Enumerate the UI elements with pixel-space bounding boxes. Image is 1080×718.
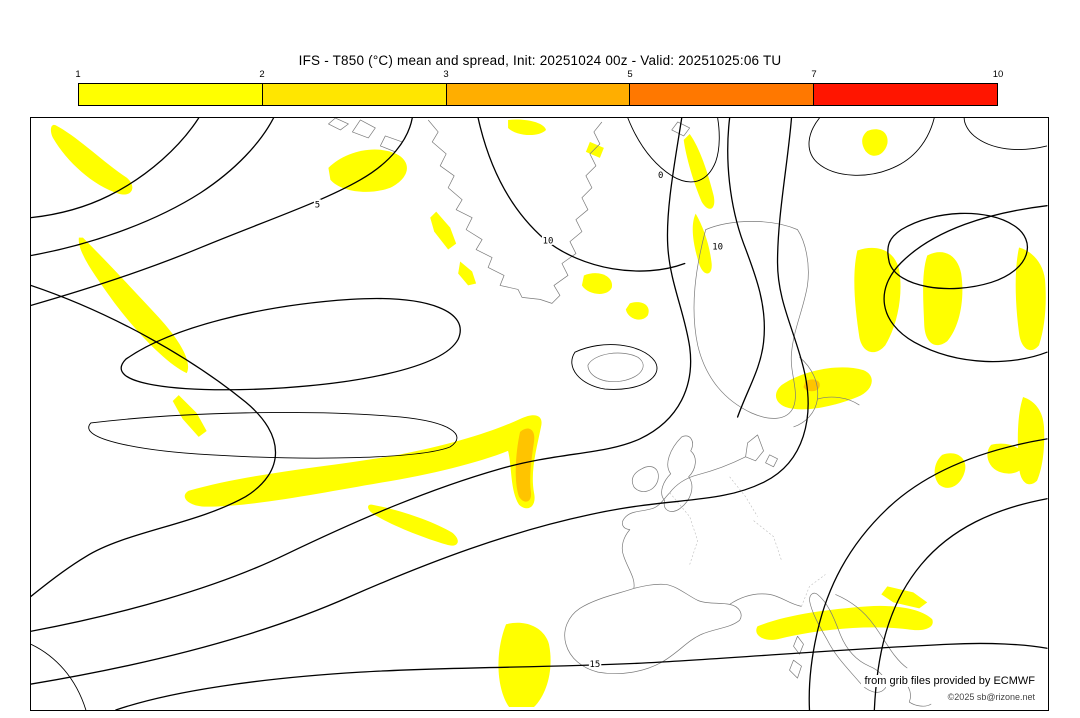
colorbar-tick-label: 5 <box>627 69 633 80</box>
colorbar-tick-label: 2 <box>259 69 265 80</box>
contour-value-label: 10 <box>712 243 723 253</box>
colorbar-bar <box>78 83 998 106</box>
colorbar-ticks: 1 2 3 5 7 10 <box>75 69 1003 83</box>
contour-layer <box>31 118 1048 710</box>
colorbar-tick-label: 7 <box>811 69 817 80</box>
attribution-ecmwf: from grib files provided by ECMWF <box>861 675 1038 687</box>
spread-layer <box>50 119 1046 708</box>
colorbar-segment <box>630 84 815 105</box>
colorbar-segment <box>446 84 631 105</box>
spread-core-layer <box>515 379 820 502</box>
coastline-layer <box>328 118 932 707</box>
colorbar-segment <box>262 84 447 105</box>
colorbar-tick-label: 10 <box>992 69 1004 80</box>
map-frame: 5 10 0 10 15 from grib files provided by ECM… <box>30 117 1049 711</box>
colorbar-tick-label: 3 <box>443 69 449 80</box>
colorbar-tick-label: 1 <box>75 69 81 80</box>
colorbar-segment <box>79 84 263 105</box>
contour-labels-layer: 5 10 0 10 15 <box>313 169 725 672</box>
colorbar: 1 2 3 5 7 10 <box>75 69 1003 106</box>
attribution-copyright: ©2025 sb@rizone.net <box>944 692 1038 702</box>
contour-value-label: 15 <box>589 660 600 670</box>
contour-value-label: 0 <box>658 171 663 181</box>
chart-title: IFS - T850 (°C) mean and spread, Init: 2… <box>298 53 782 68</box>
contour-value-label: 10 <box>543 237 554 247</box>
colorbar-segment <box>814 84 997 105</box>
map-svg: 5 10 0 10 15 <box>31 118 1048 710</box>
contour-value-label: 5 <box>315 201 320 211</box>
